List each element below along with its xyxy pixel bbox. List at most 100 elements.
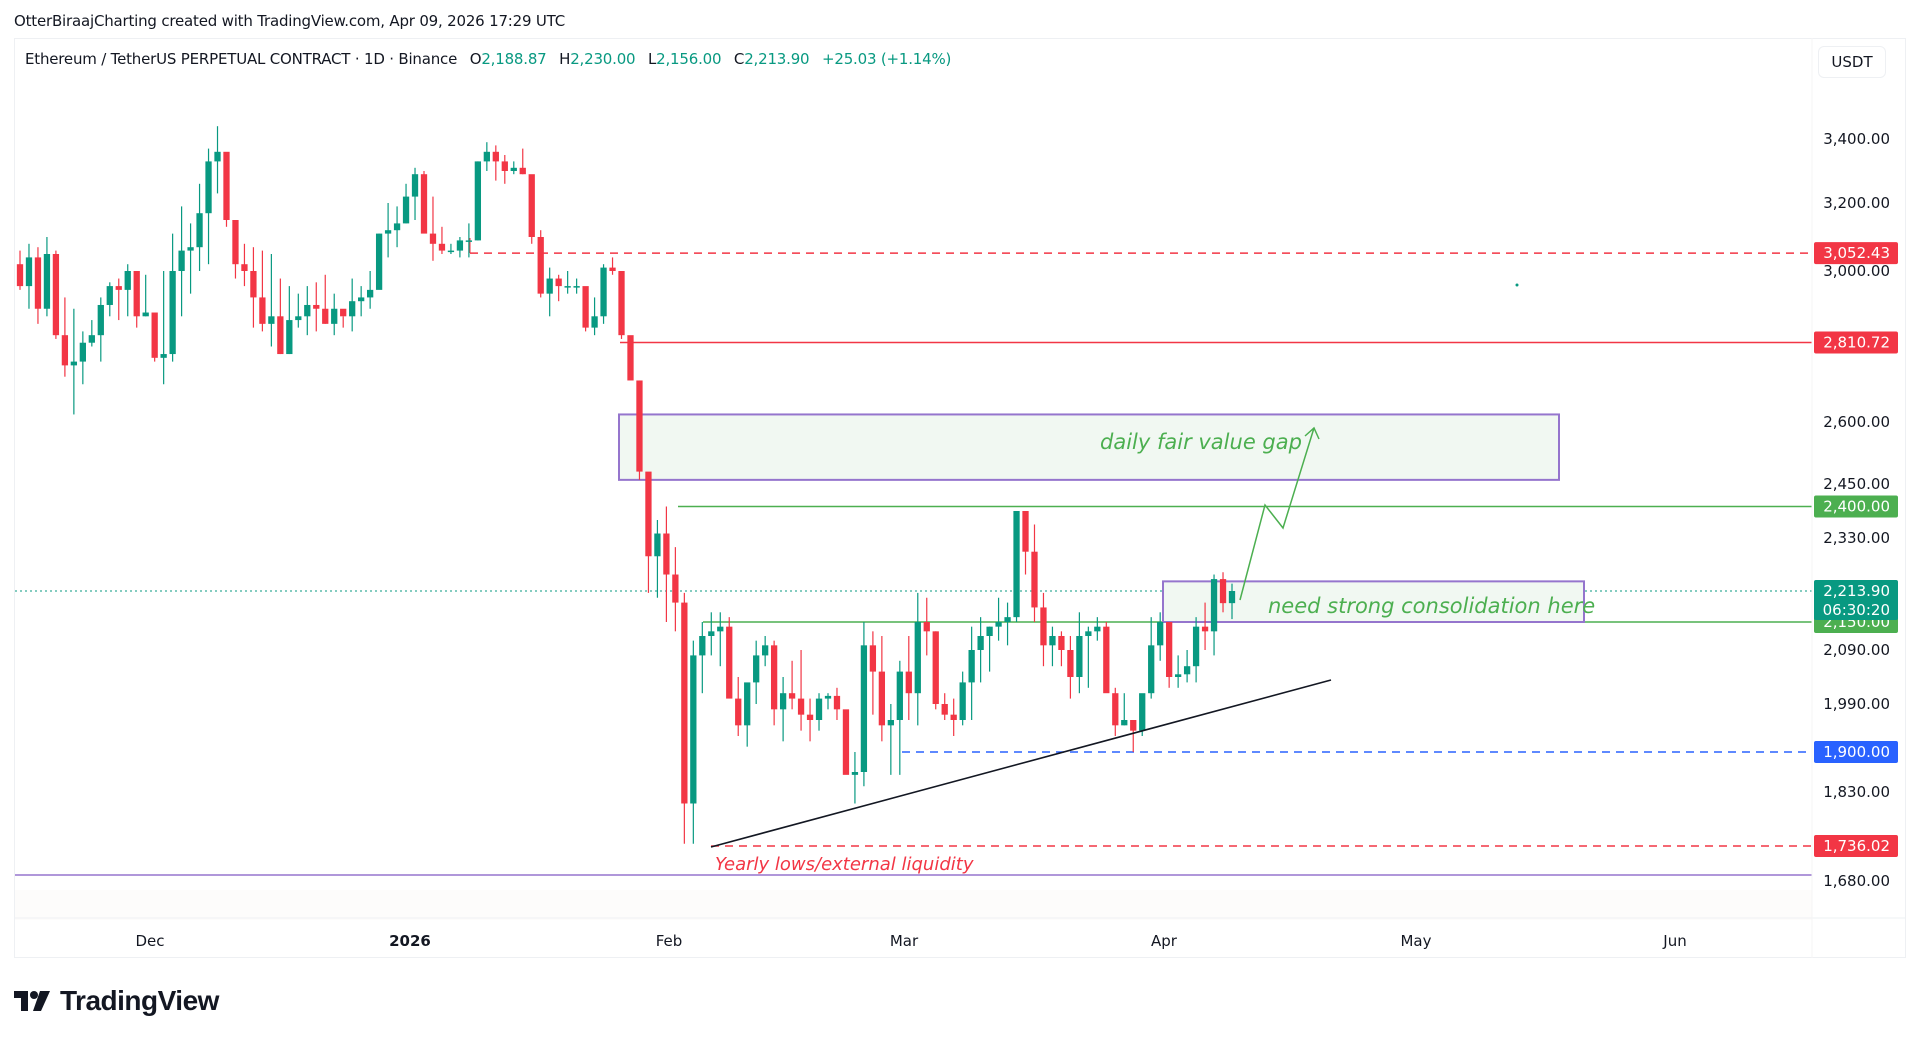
candle	[1022, 511, 1029, 575]
currency-button[interactable]: USDT	[1818, 46, 1886, 78]
candle	[142, 274, 149, 317]
candle	[1139, 693, 1146, 736]
candle	[779, 677, 787, 742]
open-label: O	[469, 50, 482, 68]
candle	[1103, 622, 1110, 694]
time-tick: Apr	[1151, 932, 1178, 950]
candle	[842, 709, 850, 775]
candle	[178, 206, 185, 317]
close-value: 2,213.90	[744, 50, 810, 68]
candle	[241, 243, 248, 287]
price-tick: 3,000.00	[1823, 262, 1890, 280]
candle	[1076, 612, 1083, 694]
candle	[384, 203, 392, 258]
candle	[1228, 583, 1236, 620]
high-value: 2,230.00	[570, 50, 636, 68]
time-axis[interactable]: Dec 2026 Feb Mar Apr May Jun	[135, 932, 1686, 950]
candle	[313, 282, 320, 332]
candle	[169, 233, 176, 362]
candle	[1049, 626, 1056, 667]
candle	[681, 592, 688, 844]
svg-text:3,052.43: 3,052.43	[1823, 244, 1890, 262]
candle	[1174, 655, 1182, 688]
candle	[627, 335, 634, 381]
candle	[88, 320, 95, 347]
candle	[968, 626, 975, 720]
time-tick: May	[1400, 932, 1431, 950]
candle	[456, 237, 464, 258]
candlestick-series	[16, 126, 1236, 844]
candle	[753, 640, 760, 704]
candle	[690, 640, 697, 844]
candle	[1201, 602, 1209, 650]
candle	[672, 547, 679, 632]
candle	[878, 636, 886, 742]
candle	[286, 286, 293, 355]
svg-text:06:30:20: 06:30:20	[1823, 601, 1890, 619]
candle	[860, 622, 868, 787]
candle	[25, 243, 33, 309]
high-label: H	[559, 50, 571, 68]
drawing-overlays: daily fair value gap need strong consolid…	[710, 283, 1595, 875]
candle	[824, 693, 832, 710]
candle	[582, 286, 589, 332]
tradingview-logo[interactable]: TradingView	[14, 985, 219, 1017]
candle	[70, 308, 78, 415]
candle	[735, 677, 742, 736]
chart-frame	[14, 38, 1906, 958]
symbol-title[interactable]: Ethereum / TetherUS PERPETUAL CONTRACT ·…	[25, 50, 458, 68]
lower-shade	[15, 890, 1812, 920]
candle	[205, 148, 212, 265]
candle	[402, 183, 410, 224]
candle	[501, 155, 508, 184]
candle	[932, 631, 939, 710]
candle	[600, 264, 607, 324]
close-label: C	[733, 50, 745, 68]
candle	[340, 308, 347, 328]
candle	[304, 286, 311, 336]
candle	[744, 682, 751, 747]
yearly-low-price-tag: 1,736.02	[1814, 834, 1898, 857]
time-tick: 2026	[389, 932, 431, 950]
candle	[61, 297, 69, 377]
price-tick: 2,090.00	[1823, 641, 1890, 659]
candle	[815, 693, 823, 731]
candle	[1192, 617, 1200, 683]
fair-value-gap-box	[618, 413, 1560, 481]
support-1900-price-tag: 1,900.00	[1814, 741, 1898, 763]
candle	[1166, 622, 1173, 688]
level-2400-price-tag: 2,400.00	[1814, 495, 1898, 518]
candle	[1112, 687, 1119, 736]
candle	[295, 293, 302, 328]
candle	[510, 161, 517, 175]
candle	[16, 250, 24, 290]
candle	[564, 271, 571, 294]
candle	[429, 196, 437, 261]
candle	[923, 597, 930, 656]
candle	[887, 704, 894, 775]
candle	[1210, 574, 1218, 656]
candle	[833, 687, 841, 720]
candle	[366, 271, 374, 309]
price-tick: 2,450.00	[1823, 475, 1890, 493]
candle	[1130, 720, 1137, 752]
price-tick: 2,330.00	[1823, 529, 1890, 547]
candle	[1031, 524, 1038, 622]
candle	[447, 243, 455, 254]
candle	[591, 297, 598, 336]
candle	[97, 297, 104, 362]
candle	[1058, 631, 1065, 667]
candle	[851, 752, 859, 804]
candle	[941, 693, 948, 720]
candle	[905, 636, 912, 720]
candle	[160, 271, 167, 385]
candle	[869, 631, 877, 715]
stray-dot	[1515, 283, 1519, 287]
candle	[573, 278, 580, 294]
candle	[43, 237, 51, 317]
candle	[465, 223, 473, 258]
candle	[1040, 592, 1047, 667]
svg-text:2,810.72: 2,810.72	[1823, 333, 1890, 351]
price-axis[interactable]: 3,400.00 3,200.00 3,000.00 2,600.00 2,450.00…	[1814, 130, 1898, 890]
